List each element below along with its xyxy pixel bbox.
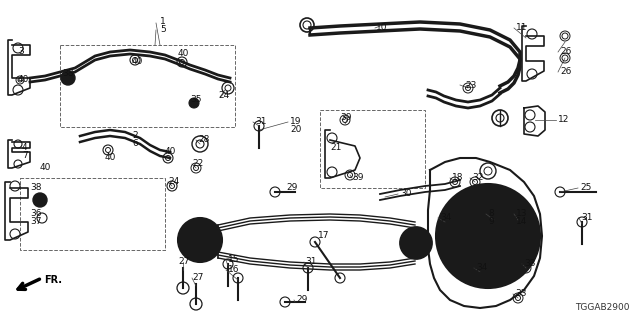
Text: 2: 2 xyxy=(132,132,138,140)
Text: TGGAB2900: TGGAB2900 xyxy=(575,303,630,312)
Text: 17: 17 xyxy=(318,231,330,241)
Text: 9: 9 xyxy=(488,218,493,227)
Circle shape xyxy=(61,71,75,85)
Bar xyxy=(20,178,165,250)
Text: 31: 31 xyxy=(255,117,266,126)
Text: 27: 27 xyxy=(192,274,204,283)
Text: 39: 39 xyxy=(352,173,364,182)
Text: 1: 1 xyxy=(160,18,166,27)
Text: 30: 30 xyxy=(400,189,412,198)
Text: 11: 11 xyxy=(516,23,527,33)
Text: 14: 14 xyxy=(516,218,527,227)
Text: 7: 7 xyxy=(22,151,28,161)
Text: 29: 29 xyxy=(296,295,307,305)
Text: 34: 34 xyxy=(476,263,488,273)
Text: 29: 29 xyxy=(286,183,298,193)
Circle shape xyxy=(436,184,540,288)
Text: 18: 18 xyxy=(452,173,463,182)
Text: 23: 23 xyxy=(465,81,476,90)
Text: 40: 40 xyxy=(132,58,143,67)
Circle shape xyxy=(400,227,432,259)
Text: 21: 21 xyxy=(330,143,341,153)
Text: 37: 37 xyxy=(30,218,42,227)
Text: 5: 5 xyxy=(160,26,166,35)
Text: 40: 40 xyxy=(178,50,189,59)
Text: 4: 4 xyxy=(22,143,28,153)
Text: 31: 31 xyxy=(305,258,317,267)
Text: 31: 31 xyxy=(581,213,593,222)
Text: 40: 40 xyxy=(165,148,177,156)
Text: 19: 19 xyxy=(290,117,301,126)
Bar xyxy=(60,45,235,127)
Circle shape xyxy=(189,98,199,108)
Text: 40: 40 xyxy=(18,76,29,84)
Text: 28: 28 xyxy=(198,135,209,145)
Text: 8: 8 xyxy=(488,210,493,219)
Text: 20: 20 xyxy=(290,125,301,134)
Text: 6: 6 xyxy=(132,140,138,148)
Text: FR.: FR. xyxy=(44,275,62,285)
Text: 27: 27 xyxy=(178,258,189,267)
Text: 40: 40 xyxy=(40,164,51,172)
Text: 32: 32 xyxy=(472,173,483,182)
Text: 12: 12 xyxy=(558,116,570,124)
Text: 16: 16 xyxy=(228,266,239,275)
Text: 40: 40 xyxy=(105,154,116,163)
Text: 3: 3 xyxy=(18,47,24,57)
Text: 26: 26 xyxy=(560,68,572,76)
Text: 34: 34 xyxy=(440,213,451,222)
Text: 25: 25 xyxy=(580,183,591,193)
Text: 24: 24 xyxy=(218,92,229,100)
Text: 24: 24 xyxy=(168,178,179,187)
Text: 38: 38 xyxy=(62,69,74,78)
Circle shape xyxy=(33,193,47,207)
Text: 15: 15 xyxy=(228,255,239,265)
Text: 38: 38 xyxy=(30,183,42,193)
Text: 26: 26 xyxy=(560,47,572,57)
Text: 10: 10 xyxy=(376,23,387,33)
Text: 39: 39 xyxy=(340,114,351,123)
Text: 22: 22 xyxy=(192,159,204,169)
Circle shape xyxy=(178,218,222,262)
Bar xyxy=(320,110,425,188)
Text: 33: 33 xyxy=(524,260,536,268)
Text: 13: 13 xyxy=(516,210,527,219)
Text: 33: 33 xyxy=(515,290,527,299)
Text: 35: 35 xyxy=(190,95,202,105)
Text: 36: 36 xyxy=(30,210,42,219)
